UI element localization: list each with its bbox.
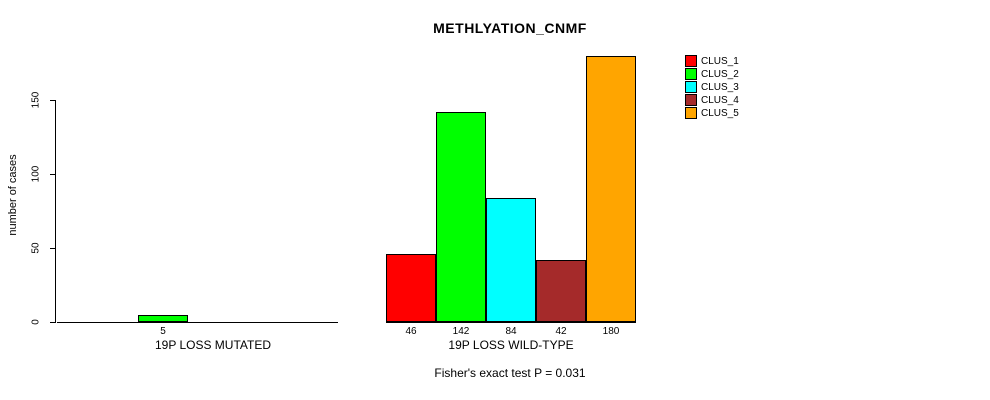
y-tick-label: 0 xyxy=(30,319,42,325)
legend-label: CLUS_4 xyxy=(701,94,739,106)
group-label: 19P LOSS WILD-TYPE xyxy=(448,338,574,352)
legend-swatch-clus_1 xyxy=(685,55,697,67)
y-tick-mark xyxy=(50,174,55,175)
x-baseline xyxy=(57,322,338,323)
x-baseline xyxy=(386,322,636,323)
y-tick-label: 100 xyxy=(30,165,42,183)
bar-value-label: 84 xyxy=(505,326,517,337)
y-tick-label: 150 xyxy=(30,91,42,109)
bar-clus_2 xyxy=(436,112,486,322)
bar-value-label: 42 xyxy=(555,326,567,337)
legend-row: CLUS_3 xyxy=(685,81,739,93)
y-axis-line xyxy=(55,100,56,323)
legend-label: CLUS_1 xyxy=(701,55,739,67)
legend-label: CLUS_2 xyxy=(701,68,739,80)
bar-clus_5 xyxy=(586,56,636,322)
y-tick-mark xyxy=(50,100,55,101)
legend-swatch-clus_4 xyxy=(685,94,697,106)
y-tick-label: 50 xyxy=(30,242,42,254)
legend-row: CLUS_5 xyxy=(685,107,739,119)
bar-clus_3 xyxy=(486,198,536,322)
bar-value-label: 5 xyxy=(160,326,166,337)
y-axis-label: number of cases xyxy=(7,154,19,236)
group-label: 19P LOSS MUTATED xyxy=(154,338,272,352)
stat-note: Fisher's exact test P = 0.031 xyxy=(434,366,586,380)
legend-swatch-clus_3 xyxy=(685,81,697,93)
legend-swatch-clus_5 xyxy=(685,107,697,119)
bar-clus_4 xyxy=(536,260,586,322)
chart-title: METHLYATION_CNMF xyxy=(433,20,587,36)
legend-swatch-clus_2 xyxy=(685,68,697,80)
legend-row: CLUS_2 xyxy=(685,68,739,80)
legend-label: CLUS_3 xyxy=(701,81,739,93)
y-tick-mark xyxy=(50,248,55,249)
legend-label: CLUS_5 xyxy=(701,107,739,119)
bar-value-label: 142 xyxy=(452,326,470,337)
bar-clus_1 xyxy=(386,254,436,322)
legend-row: CLUS_1 xyxy=(685,55,739,67)
bar-clus_2 xyxy=(138,315,188,322)
legend: CLUS_1 CLUS_2 CLUS_3 CLUS_4 CLUS_5 xyxy=(685,55,739,120)
bar-value-label: 180 xyxy=(602,326,620,337)
y-tick-mark xyxy=(50,322,55,323)
legend-row: CLUS_4 xyxy=(685,94,739,106)
bar-value-label: 46 xyxy=(405,326,417,337)
